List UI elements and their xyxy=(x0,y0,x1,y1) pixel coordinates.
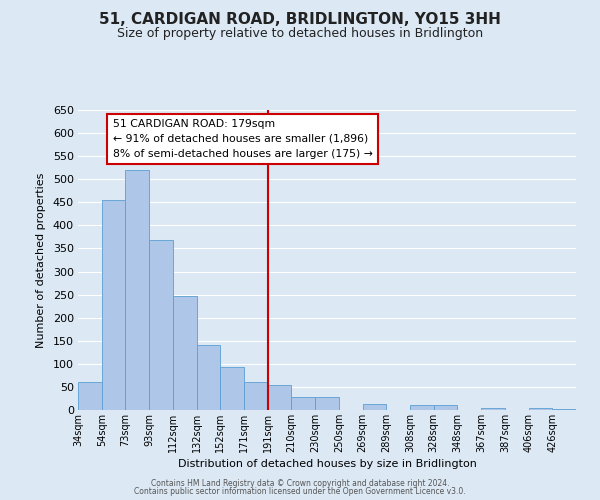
Bar xyxy=(481,408,505,410)
X-axis label: Distribution of detached houses by size in Bridlington: Distribution of detached houses by size … xyxy=(178,459,476,469)
Text: Contains HM Land Registry data © Crown copyright and database right 2024.: Contains HM Land Registry data © Crown c… xyxy=(151,478,449,488)
Bar xyxy=(434,406,457,410)
Bar xyxy=(362,404,386,410)
Text: 51, CARDIGAN ROAD, BRIDLINGTON, YO15 3HH: 51, CARDIGAN ROAD, BRIDLINGTON, YO15 3HH xyxy=(99,12,501,28)
Bar xyxy=(149,240,173,410)
Bar xyxy=(173,296,197,410)
Text: Contains public sector information licensed under the Open Government Licence v3: Contains public sector information licen… xyxy=(134,488,466,496)
Bar xyxy=(244,382,268,410)
Bar xyxy=(552,408,576,410)
Text: 51 CARDIGAN ROAD: 179sqm
← 91% of detached houses are smaller (1,896)
8% of semi: 51 CARDIGAN ROAD: 179sqm ← 91% of detach… xyxy=(113,119,373,158)
Bar xyxy=(292,397,315,410)
Bar xyxy=(220,367,244,410)
Bar xyxy=(102,200,125,410)
Bar xyxy=(529,408,552,410)
Bar xyxy=(78,382,102,410)
Text: Size of property relative to detached houses in Bridlington: Size of property relative to detached ho… xyxy=(117,28,483,40)
Bar xyxy=(410,406,434,410)
Y-axis label: Number of detached properties: Number of detached properties xyxy=(36,172,46,348)
Bar xyxy=(197,346,220,410)
Bar xyxy=(268,384,292,410)
Bar xyxy=(125,170,149,410)
Bar xyxy=(315,397,339,410)
